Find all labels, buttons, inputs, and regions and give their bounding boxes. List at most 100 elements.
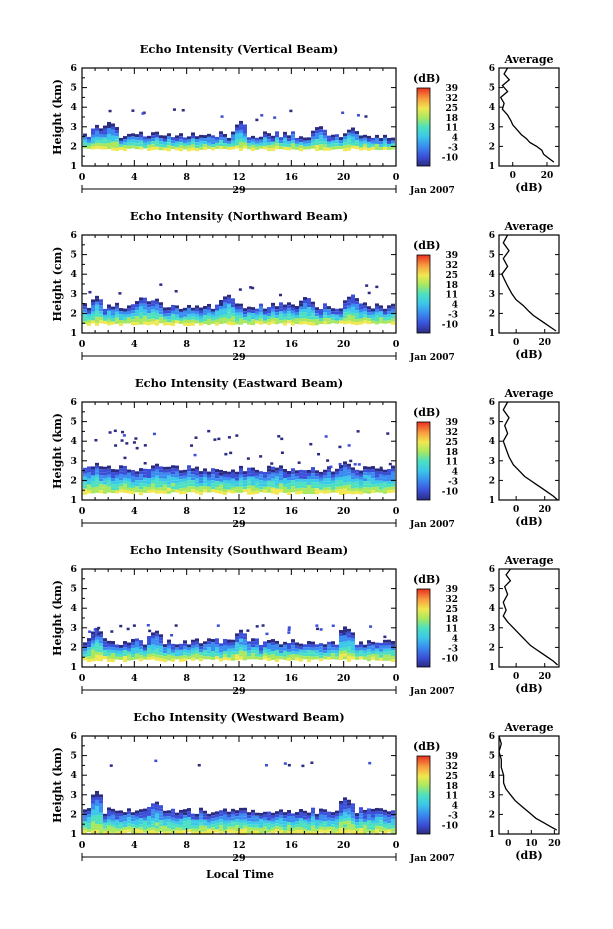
echo-cell <box>327 820 331 824</box>
echo-cell <box>275 467 279 471</box>
echo-cell <box>271 821 275 825</box>
echo-cell <box>211 639 215 643</box>
echo-cell <box>147 806 151 810</box>
echo-cell <box>107 121 111 125</box>
echo-cell <box>223 814 227 818</box>
echo-cell <box>251 644 255 648</box>
echo-cell <box>327 144 331 148</box>
echo-cell <box>267 474 271 478</box>
echo-cell <box>391 309 395 313</box>
echo-cell <box>147 812 151 816</box>
echo-cell <box>155 636 159 640</box>
echo-cell <box>131 657 135 661</box>
echo-cell <box>207 638 211 642</box>
echo-cell <box>215 319 219 323</box>
echo-cell <box>259 480 263 484</box>
echo-cell <box>207 816 211 820</box>
echo-cell <box>175 483 179 487</box>
echo-cell <box>99 637 103 641</box>
echo-cell <box>235 636 239 640</box>
echo-cell <box>219 315 223 319</box>
echo-cell <box>139 489 143 493</box>
echo-cell <box>367 487 371 491</box>
echo-cell <box>355 650 359 654</box>
echo-cell <box>187 474 191 478</box>
echo-cell <box>363 317 367 321</box>
echo-cell <box>203 825 207 829</box>
echo-cell <box>283 313 287 317</box>
echo-cell <box>367 475 371 479</box>
echo-cell <box>311 322 315 326</box>
echo-cell <box>223 829 227 833</box>
echo-cell <box>339 476 343 480</box>
echo-cell <box>355 146 359 150</box>
echo-cell <box>363 469 367 473</box>
echo-cell <box>295 308 299 312</box>
echo-cell <box>111 141 115 145</box>
echo-cell <box>347 463 351 467</box>
echo-cell <box>127 133 131 137</box>
echo-cell <box>355 653 359 657</box>
echo-cell <box>171 820 175 824</box>
echo-cell <box>343 133 347 137</box>
echo-cell <box>319 823 323 827</box>
echo-cell <box>223 139 227 143</box>
echo-cell <box>219 472 223 476</box>
echo-cell <box>147 484 151 488</box>
echo-cell <box>299 145 303 149</box>
echo-cell <box>103 314 107 318</box>
echo-cell <box>155 472 159 476</box>
y-axis-label: Height (cm) <box>51 247 64 322</box>
echo-cell <box>243 807 247 811</box>
echo-cell <box>179 311 183 315</box>
echo-cell <box>303 650 307 654</box>
plot-frame <box>81 67 397 167</box>
echo-cell <box>195 142 199 146</box>
echo-cell <box>83 315 87 319</box>
echo-cell <box>211 651 215 655</box>
echo-cell <box>211 138 215 142</box>
echo-cell <box>203 813 207 817</box>
echo-speckle <box>326 459 330 462</box>
echo-cell <box>355 813 359 817</box>
echo-cell <box>275 829 279 833</box>
echo-cell <box>143 808 147 812</box>
echo-cell <box>271 654 275 658</box>
echo-cell <box>319 829 323 833</box>
echo-cell <box>295 314 299 318</box>
echo-cell <box>143 142 147 146</box>
echo-cell <box>327 647 331 651</box>
echo-cell <box>191 825 195 829</box>
echo-cell <box>275 643 279 647</box>
echo-cell <box>207 822 211 826</box>
echo-cell <box>371 820 375 824</box>
echo-cell <box>307 644 311 648</box>
echo-cell <box>379 489 383 493</box>
echo-cell <box>231 313 235 317</box>
echo-cell <box>239 489 243 493</box>
echo-cell <box>207 306 211 310</box>
echo-cell <box>295 827 299 831</box>
echo-cell <box>347 296 351 300</box>
echo-cell <box>235 127 239 131</box>
echo-cell <box>191 828 195 832</box>
echo-cell <box>127 136 131 140</box>
echo-speckle <box>315 624 319 627</box>
echo-cell <box>151 827 155 831</box>
echo-cell <box>363 827 367 831</box>
echo-cell <box>327 138 331 142</box>
echo-cell <box>343 653 347 657</box>
echo-cell <box>295 645 299 649</box>
echo-cell <box>199 471 203 475</box>
echo-cell <box>275 321 279 325</box>
echo-cell <box>311 313 315 317</box>
echo-cell <box>159 811 163 815</box>
echo-cell <box>139 315 143 319</box>
average-y-tick-label: 3 <box>489 123 495 133</box>
x-tick-label: 16 <box>285 339 299 350</box>
average-y-tick-label: 1 <box>489 329 495 339</box>
echo-cell <box>143 480 147 484</box>
echo-cell <box>179 646 183 650</box>
echo-cell <box>391 315 395 319</box>
echo-cell <box>387 654 391 658</box>
